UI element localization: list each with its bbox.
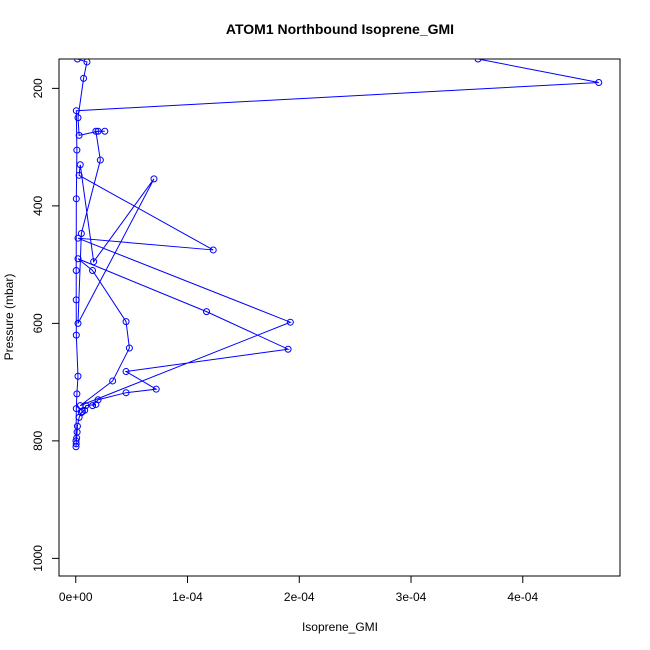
data-point <box>72 195 80 203</box>
data-point <box>81 406 89 414</box>
data-point <box>73 390 81 398</box>
data-point <box>76 161 84 169</box>
data-point <box>75 171 83 179</box>
data-point <box>73 422 81 430</box>
data-point <box>74 319 82 327</box>
data-point <box>74 255 82 263</box>
data-point <box>80 74 88 82</box>
data-point <box>286 318 294 326</box>
plot-area-frame <box>58 58 621 577</box>
data-point <box>89 402 97 410</box>
data-point <box>96 156 104 164</box>
data-point <box>74 114 82 122</box>
x-axis: 0e+00 1e-04 2e-04 3e-04 4e-04 <box>59 575 538 604</box>
data-point <box>72 331 80 339</box>
data-point <box>122 318 130 326</box>
data-point <box>72 296 80 304</box>
data-point <box>94 396 102 404</box>
data-point <box>77 229 85 237</box>
data-point <box>152 385 160 393</box>
data-point <box>73 146 81 154</box>
data-point <box>72 405 80 413</box>
data-point <box>101 127 109 135</box>
data-point <box>75 131 83 139</box>
data-point <box>94 127 102 135</box>
data-point <box>474 59 482 63</box>
data-point <box>203 308 211 316</box>
data-point <box>122 389 130 397</box>
series-line <box>75 59 599 447</box>
y-tick-label: 600 <box>31 313 45 333</box>
data-point <box>72 267 80 274</box>
x-axis-label: Isoprene_GMI <box>302 620 378 634</box>
data-point <box>89 267 97 274</box>
chart-title: ATOM1 Northbound Isoprene_GMI <box>226 21 454 37</box>
data-point <box>72 107 80 115</box>
data-point <box>125 344 133 352</box>
y-tick-label: 1000 <box>31 545 45 572</box>
data-point <box>595 79 603 86</box>
data-point <box>74 372 82 380</box>
y-tick-label: 200 <box>31 78 45 98</box>
y-tick-label: 800 <box>31 431 45 451</box>
data-point <box>109 377 117 385</box>
x-tick-label: 4e-04 <box>507 590 538 604</box>
x-tick-label: 2e-04 <box>284 590 315 604</box>
y-tick-label: 400 <box>31 196 45 216</box>
data-point <box>122 368 130 376</box>
y-axis: 200 400 600 800 1000 <box>31 78 60 572</box>
data-point <box>73 59 81 63</box>
data-point <box>150 175 158 183</box>
data-point <box>83 59 91 66</box>
x-tick-label: 0e+00 <box>59 590 93 604</box>
x-tick-label: 1e-04 <box>172 590 203 604</box>
data-point <box>72 437 80 445</box>
series-layer <box>72 59 603 451</box>
data-point <box>92 127 100 135</box>
series-group <box>72 59 603 451</box>
x-tick-label: 3e-04 <box>396 590 427 604</box>
data-point <box>284 345 292 353</box>
data-point <box>90 258 98 266</box>
y-axis-label: Pressure (mbar) <box>2 274 16 361</box>
data-point <box>209 246 217 254</box>
data-point <box>74 234 82 242</box>
